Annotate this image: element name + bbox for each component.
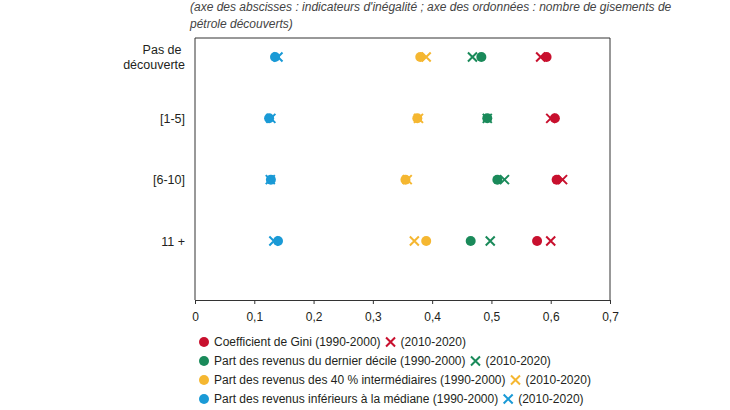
y-tick-label: [1-5] (160, 112, 185, 126)
x-axis-line (196, 301, 611, 305)
series (400, 52, 431, 246)
marker-x (274, 53, 283, 62)
series (536, 53, 567, 246)
marker-x (403, 175, 412, 184)
chart: (axe des abscisses : indicateurs d'inéga… (0, 0, 730, 410)
marker-x (483, 114, 492, 123)
legend-label: (2010-2020) (526, 373, 591, 387)
x-tick-mark (373, 300, 374, 304)
marker-circle (421, 236, 431, 246)
series (264, 52, 283, 246)
x-tick-mark (491, 300, 492, 304)
legend-marker (386, 338, 395, 347)
x-tick-label: 0,2 (306, 310, 323, 324)
x-tick: 0,3 (365, 300, 382, 324)
marker-x (546, 237, 555, 246)
marker-x (468, 53, 477, 62)
marker-x (546, 114, 555, 123)
legend-label: Part des revenus du dernier décile (1990… (214, 354, 465, 368)
x-tick-mark (195, 300, 196, 304)
x-tick-label: 0,4 (424, 310, 441, 324)
series (403, 53, 431, 246)
marker-circle (264, 113, 274, 123)
x-tick-label: 0,6 (543, 310, 560, 324)
subtitle: (axe des abscisses : indicateurs d'inéga… (189, 0, 675, 31)
x-tick-mark (551, 300, 552, 304)
series (532, 52, 562, 246)
legend-marker (199, 337, 209, 347)
x-tick: 0,7 (602, 300, 619, 324)
legend-marker (511, 376, 520, 385)
y-tick: [1-5] (160, 112, 195, 126)
x-tick-mark (254, 300, 255, 304)
marker-x (414, 114, 423, 123)
legend-label: Part des revenus des 40 % intermédiaires… (214, 373, 506, 387)
y-tick-label: 11 + (161, 235, 185, 249)
series (468, 53, 509, 246)
legend-label: (2010-2020) (485, 354, 550, 368)
y-tick: 11 + (161, 235, 195, 249)
legend-marker (504, 395, 513, 404)
y-axis-line (195, 38, 196, 300)
marker-circle (400, 175, 410, 185)
marker-x (266, 175, 275, 184)
marks (264, 52, 567, 246)
x-tick: 0,5 (484, 300, 501, 324)
legend-marker (199, 375, 209, 385)
x-tick: 0,1 (246, 300, 263, 324)
x-tick-label: 0,3 (365, 310, 382, 324)
legend-label: Coefficient de Gini (1990-2000) (214, 335, 381, 349)
marker-x (558, 175, 567, 184)
marker-circle (482, 113, 492, 123)
legend-label: Part des revenus inférieurs à la médiane… (214, 392, 498, 406)
x-tick-label: 0,5 (484, 310, 501, 324)
y-axis: Pas de découverte [1-5] [6-10] 11 + (123, 38, 195, 300)
legend-marker (471, 357, 480, 366)
legend-marker (199, 394, 209, 404)
y-tick: [6-10] (153, 173, 195, 187)
y-tick-label: [6-10] (153, 173, 185, 187)
y-tick-label: Pas de découverte (123, 43, 185, 72)
marker-x (486, 237, 495, 246)
legend: Coefficient de Gini (1990-2000) (2010-202… (199, 335, 591, 406)
x-tick-label: 0 (192, 310, 199, 324)
x-tick: 0,2 (306, 300, 323, 324)
x-tick: 0,4 (424, 300, 441, 324)
marker-x (269, 237, 278, 246)
x-tick-mark (610, 300, 611, 304)
x-tick: 0 (192, 300, 199, 324)
plot-frame (195, 38, 610, 300)
marker-x (266, 114, 275, 123)
y-tick: Pas de découverte (123, 43, 195, 72)
marker-circle (266, 175, 276, 185)
legend-label: (2010-2020) (518, 392, 583, 406)
legend-marker (199, 356, 209, 366)
marker-x (410, 237, 419, 246)
x-tick-label: 0,1 (246, 310, 263, 324)
marker-x (536, 53, 545, 62)
marker-x (500, 175, 509, 184)
marker-circle (532, 236, 542, 246)
x-tick-mark (432, 300, 433, 304)
marker-circle (476, 52, 486, 62)
marker-x (422, 53, 431, 62)
x-axis: 0 0,1 0,2 0,3 0,4 0,5 0,6 0,7 (192, 300, 619, 324)
x-tick-label: 0,7 (602, 310, 619, 324)
legend-label: (2010-2020) (401, 335, 466, 349)
x-tick-mark (314, 300, 315, 304)
series (266, 53, 283, 246)
x-tick: 0,6 (543, 300, 560, 324)
marker-circle (466, 236, 476, 246)
series (466, 52, 503, 246)
marker-circle (412, 113, 422, 123)
